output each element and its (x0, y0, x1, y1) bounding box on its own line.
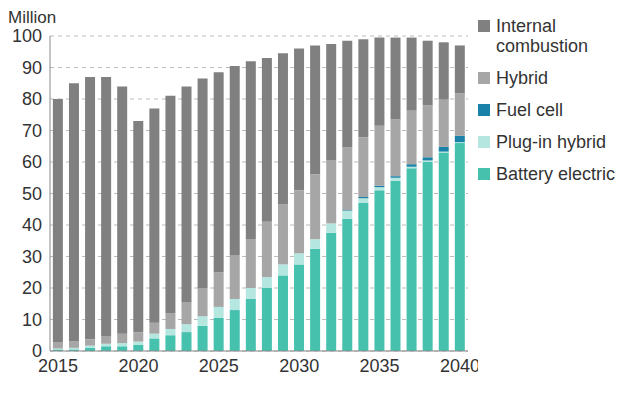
svg-text:0: 0 (32, 341, 42, 361)
html-text:Fuel cell: Fuel cell (496, 100, 563, 120)
html-text:Battery electric: Battery electric (496, 164, 615, 184)
svg-text:20: 20 (22, 278, 42, 298)
svg-text:2030: 2030 (279, 356, 319, 376)
svg-text:2025: 2025 (199, 356, 239, 376)
svg-text:90: 90 (22, 58, 42, 78)
svg-text:2020: 2020 (118, 356, 158, 376)
svg-text:40: 40 (22, 215, 42, 235)
svg-text:50: 50 (22, 184, 42, 204)
html-text:Hybrid: Hybrid (496, 68, 548, 88)
svg-text:60: 60 (22, 152, 42, 172)
svg-text:30: 30 (22, 247, 42, 267)
html-text:Million: Million (8, 8, 57, 27)
svg-text:2040: 2040 (440, 356, 478, 376)
html-text:Internal combustion: Internal combustion (496, 16, 589, 56)
svg-text:100: 100 (12, 26, 42, 46)
svg-text:70: 70 (22, 121, 42, 141)
svg-text:10: 10 (22, 310, 42, 330)
svg-text:2015: 2015 (38, 356, 78, 376)
svg-text:80: 80 (22, 89, 42, 109)
svg-text:2035: 2035 (360, 356, 400, 376)
html-text:Plug-in hybrid: Plug-in hybrid (496, 132, 607, 152)
